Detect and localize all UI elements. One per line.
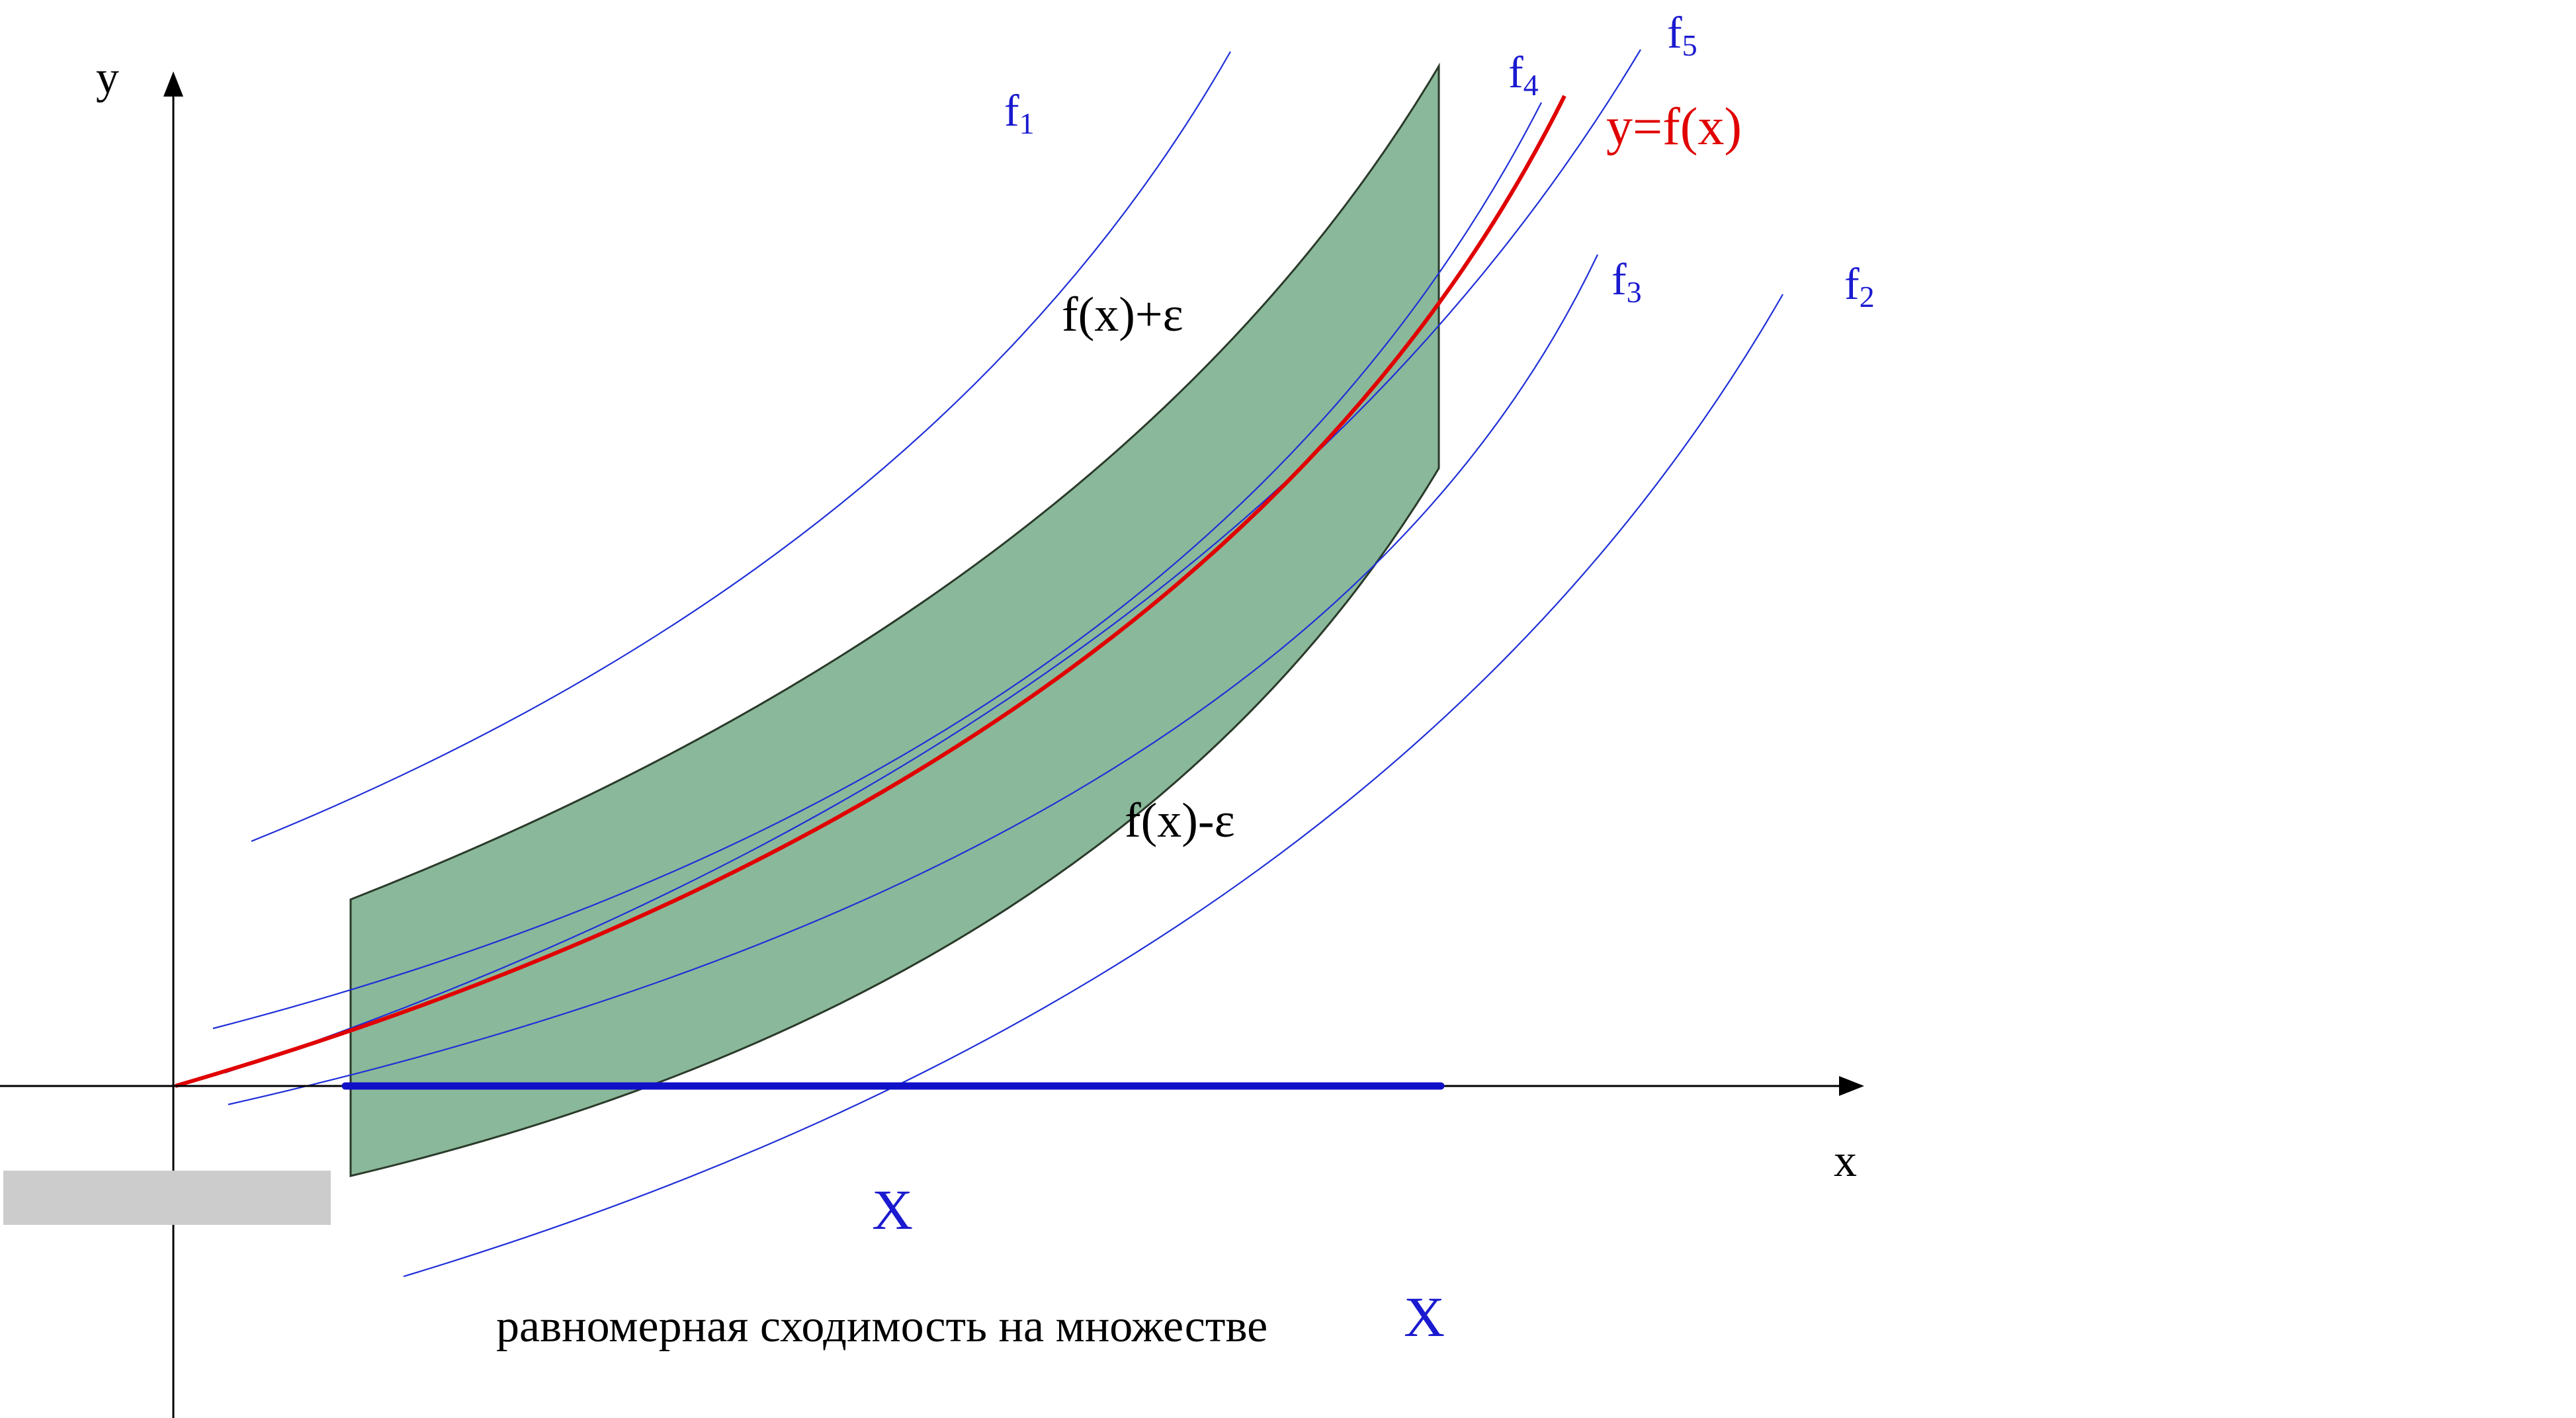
y-axis-arrow <box>163 71 183 97</box>
function-family <box>212 49 1783 1278</box>
curve-f4 <box>212 102 1542 1030</box>
caption-set-symbol: X <box>1404 1285 1445 1349</box>
x-axis-label: x <box>1834 1136 1857 1187</box>
label-f4: f4 <box>1508 47 1539 102</box>
curve-f2 <box>403 294 1783 1278</box>
label-f3: f3 <box>1611 254 1642 309</box>
curve-f1 <box>251 51 1231 843</box>
label-band-lower: f(x)-ε <box>1125 794 1235 848</box>
y-axis-label: y <box>96 52 119 103</box>
label-f5: f5 <box>1667 7 1697 62</box>
caption-text: равномерная сходимость на множестве <box>496 1301 1267 1352</box>
label-main-fx: y=f(x) <box>1606 98 1742 156</box>
curve-f3 <box>228 254 1598 1106</box>
x-axis-arrow <box>1839 1076 1864 1096</box>
epsilon-band <box>349 62 1440 1177</box>
curve-f5 <box>224 49 1641 1074</box>
label-f2: f2 <box>1844 259 1875 313</box>
label-f1: f1 <box>1004 85 1035 140</box>
label-set-x: X <box>872 1178 913 1241</box>
curve-main-fx <box>175 95 1567 1088</box>
redaction-box <box>3 1171 331 1225</box>
label-band-upper: f(x)+ε <box>1062 288 1183 342</box>
